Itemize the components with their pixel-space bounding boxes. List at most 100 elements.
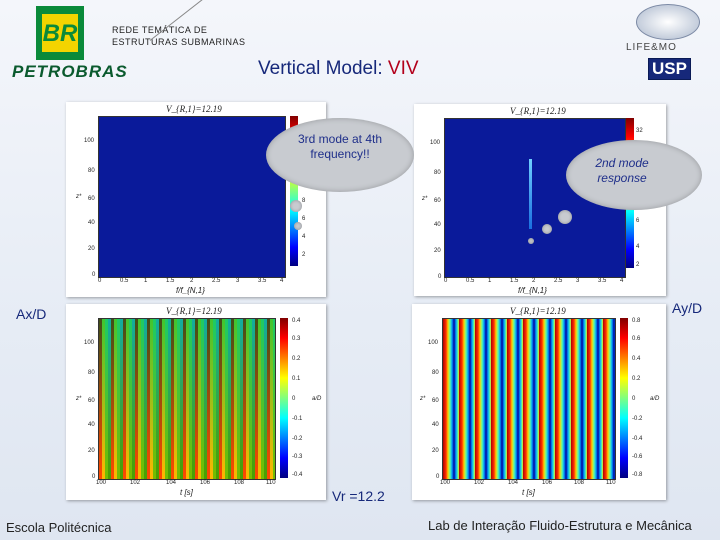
x-tick: 110 — [266, 480, 276, 486]
colorbar-tick: 6 — [302, 216, 306, 222]
y-tick: 0 — [436, 474, 440, 480]
y-tick: 60 — [434, 198, 441, 204]
callout-dot — [290, 200, 302, 212]
life-mo-emblem — [636, 4, 700, 40]
y-label: z* — [422, 196, 428, 202]
x-tick: 3 — [236, 278, 240, 284]
x-tick: 102 — [130, 480, 141, 486]
callout-dot — [528, 238, 534, 244]
usp-logo: USP — [648, 58, 691, 80]
colorbar-tick: 6 — [636, 218, 640, 224]
y-tick: 40 — [88, 220, 95, 226]
x-tick: 3.5 — [258, 278, 267, 284]
y-label: z* — [76, 194, 82, 200]
y-tick: 0 — [92, 272, 96, 278]
callout-bubble-right — [566, 140, 702, 210]
life-mo-logo-text: LIFE&MO — [626, 42, 677, 53]
y-tick: 100 — [84, 138, 95, 144]
y-tick: 20 — [434, 248, 441, 254]
colorbar-tick: 8 — [302, 198, 306, 204]
y-tick: 60 — [432, 398, 439, 404]
y-tick: 40 — [434, 222, 441, 228]
y-tick: 80 — [434, 170, 441, 176]
ay-label: Ay/D — [672, 300, 703, 316]
slide-title: Vertical Model: VIV — [258, 58, 419, 80]
petrobras-wordmark: PETROBRAS — [12, 62, 128, 81]
y-label: z* — [76, 396, 82, 402]
plot-bottom-left: V_{R,1}=12.19 100 80 60 40 20 0 z* 100 1… — [66, 304, 326, 500]
x-tick: 3 — [576, 278, 580, 284]
y-tick: 0 — [92, 474, 96, 480]
y-tick: 40 — [432, 422, 439, 428]
colorbar — [280, 318, 288, 478]
x-tick: 2.5 — [212, 278, 221, 284]
petrobras-logo: BR — [36, 6, 84, 60]
x-tick: 108 — [234, 480, 245, 486]
callout-right-text: 2nd mode response — [595, 156, 649, 185]
x-tick: 1.5 — [510, 278, 519, 284]
callout-dot — [294, 222, 302, 230]
colorbar-tick: -0.4 — [292, 472, 303, 478]
colorbar-tick: 0 — [292, 396, 296, 402]
colorbar-tick: 0 — [632, 396, 636, 402]
plot-title: V_{R,1}=12.19 — [166, 104, 222, 114]
y-tick: 80 — [88, 168, 95, 174]
slide-title-main: Vertical Model: — [258, 58, 388, 79]
heatmap-area — [442, 318, 616, 480]
colorbar-tick: 0.2 — [632, 376, 641, 382]
x-label: f/f_{N,1} — [518, 286, 547, 295]
y-tick: 40 — [88, 422, 95, 428]
colorbar-tick: 0.8 — [632, 318, 641, 324]
colorbar-tick: 0.2 — [292, 356, 301, 362]
vr-label: Vr =12.2 — [332, 488, 385, 504]
x-tick: 0 — [444, 278, 448, 284]
y-label: z* — [420, 396, 426, 402]
x-tick: 2.5 — [554, 278, 563, 284]
plot-title: V_{R,1}=12.19 — [510, 106, 566, 116]
colorbar-tick: -0.2 — [292, 436, 303, 442]
heatmap-area — [98, 318, 276, 480]
x-tick: 2 — [532, 278, 536, 284]
y-tick: 80 — [88, 370, 95, 376]
colorbar — [620, 318, 628, 478]
plot-title: V_{R,1}=12.19 — [510, 306, 566, 316]
y-tick: 100 — [84, 340, 95, 346]
x-tick: 108 — [574, 480, 585, 486]
x-tick: 0.5 — [466, 278, 475, 284]
x-tick: 2 — [190, 278, 194, 284]
x-tick: 4 — [620, 278, 624, 284]
x-label: t [s] — [522, 488, 535, 497]
footer-right: Lab de Interação Fluido-Estrutura e Mecâ… — [428, 518, 692, 533]
network-line-1: REDE TEMÁTICA DE — [112, 25, 208, 35]
y-tick: 100 — [428, 340, 439, 346]
colorbar-tick: 2 — [636, 262, 640, 268]
y-tick: 20 — [88, 246, 95, 252]
colorbar-label: a/D — [312, 396, 322, 402]
network-line-2: ESTRUTURAS SUBMARINAS — [112, 37, 246, 47]
plot-title: V_{R,1}=12.19 — [166, 306, 222, 316]
callout-dot — [542, 224, 552, 234]
y-tick: 80 — [432, 370, 439, 376]
x-tick: 102 — [474, 480, 485, 486]
colorbar-label: a/D — [650, 396, 660, 402]
x-tick: 1 — [144, 278, 148, 284]
colorbar-tick: 4 — [636, 244, 640, 250]
x-tick: 0.5 — [120, 278, 129, 284]
petrobras-logo-text: BR — [42, 20, 78, 47]
colorbar-tick: 32 — [636, 128, 643, 134]
colorbar-tick: 2 — [302, 252, 306, 258]
x-tick: 100 — [96, 480, 107, 486]
x-tick: 104 — [166, 480, 177, 486]
x-tick: 110 — [606, 480, 616, 486]
colorbar-tick: 0.4 — [292, 318, 301, 324]
y-tick: 20 — [88, 448, 95, 454]
x-tick: 1.5 — [166, 278, 175, 284]
colorbar-tick: 4 — [302, 234, 306, 240]
y-tick: 60 — [88, 196, 95, 202]
footer-left: Escola Politécnica — [6, 520, 112, 535]
colorbar-tick: 0.3 — [292, 336, 301, 342]
network-name: REDE TEMÁTICA DE ESTRUTURAS SUBMARINAS — [112, 24, 246, 48]
x-tick: 104 — [508, 480, 519, 486]
callout-dot — [558, 210, 572, 224]
colorbar-tick: -0.2 — [632, 416, 643, 422]
